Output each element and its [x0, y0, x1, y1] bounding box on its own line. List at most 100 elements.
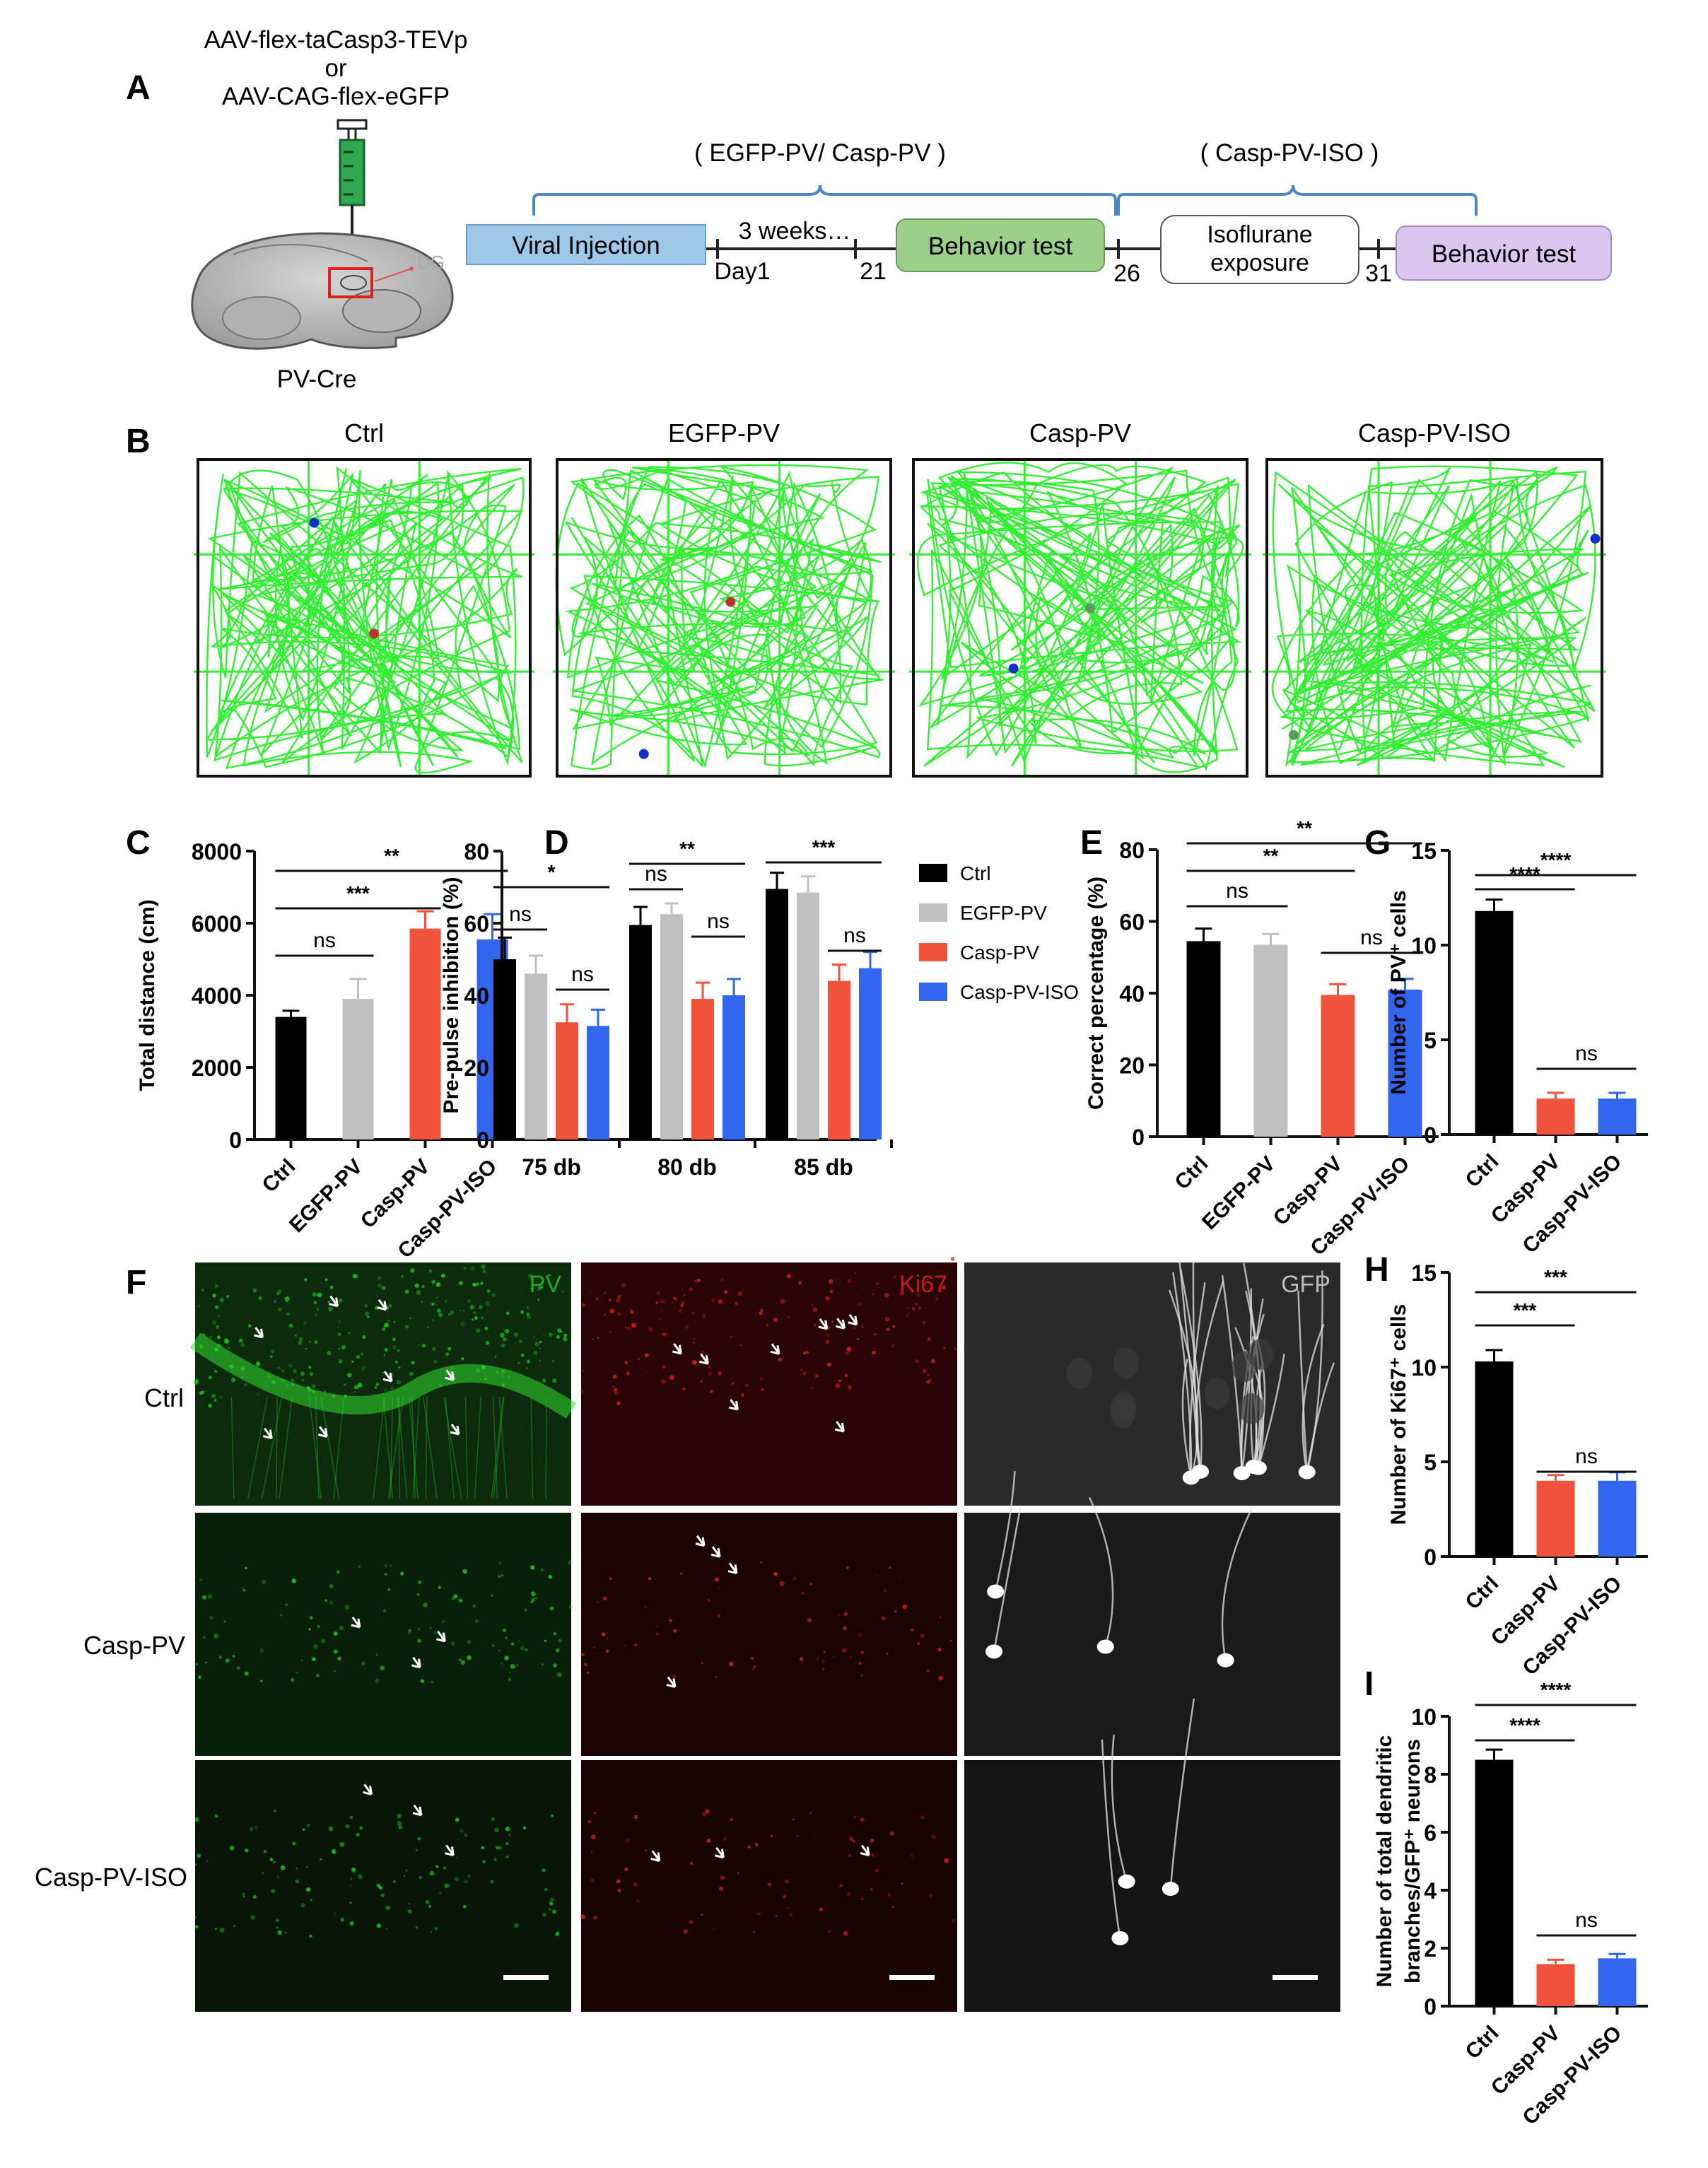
significance-label: ** — [1297, 817, 1312, 839]
arrow-icon — [450, 1424, 460, 1436]
row-label-casp-pv-iso: Casp-PV-ISO — [35, 1863, 187, 1892]
bar — [1388, 989, 1422, 1137]
significance-label: ns — [1575, 1909, 1598, 1932]
significance-label: ns — [509, 903, 532, 926]
behavior-box-2 — [1396, 225, 1612, 281]
scale-bar — [1273, 1975, 1318, 1980]
y-tick-label: 80 — [464, 839, 489, 865]
bar — [342, 999, 374, 1139]
isoflurane-label-1: Isoflurane — [1207, 221, 1312, 248]
bar — [1536, 1480, 1575, 1557]
panel-f: F Ctrl Casp-PV Casp-PV-ISO PV Ki67 GFP — [35, 1257, 1340, 2012]
bar — [1536, 1098, 1575, 1135]
arrow-icon — [412, 1804, 423, 1817]
y-axis-label: Number of PV⁺ cells — [1387, 890, 1410, 1094]
y-tick-label: 0 — [476, 1127, 489, 1153]
virus-or-label: or — [324, 54, 346, 82]
chart-i: 0 2 4 6 8 10 Number of total dendritic branches… — [1373, 1679, 1648, 2130]
y-tick-label: 8000 — [192, 839, 242, 865]
arrow-icon — [818, 1318, 829, 1330]
arrow-icon — [317, 1426, 328, 1438]
legend-swatch — [919, 943, 947, 961]
micrograph-pv-3 — [194, 1760, 571, 2012]
arrow-icon — [254, 1327, 264, 1339]
significance-label: **** — [1540, 1679, 1572, 1701]
arrow-icon — [698, 1353, 709, 1365]
panel-a: A AAV-flex-taCasp3-TEVp or AAV-CAG-flex-… — [126, 26, 1612, 393]
arrow-icon — [727, 1562, 738, 1575]
scale-bar — [889, 1975, 935, 1980]
y-axis-label: Number of Ki67⁺ cells — [1387, 1304, 1410, 1525]
bracket-left — [532, 184, 1117, 216]
behavior-box-1-label: Behavior test — [928, 233, 1073, 260]
legend-label: Ctrl — [960, 862, 991, 884]
scale-bar — [503, 1975, 549, 1980]
legend-label: Casp-PV-ISO — [960, 981, 1079, 1003]
significance-label: ns — [1575, 1042, 1598, 1065]
y-tick-label: 10 — [1411, 1355, 1437, 1381]
day31-label: 31 — [1365, 260, 1392, 287]
y-tick-label: 0 — [229, 1127, 242, 1153]
day1-label: Day1 — [714, 258, 770, 285]
y-tick-label: 10 — [1411, 1704, 1437, 1730]
micrograph-ki67-1: Ki67 — [580, 1257, 957, 1506]
x-tick-label: Ctrl — [1171, 1152, 1213, 1195]
open-field-2: EGFP-PV — [553, 418, 895, 778]
arrow-icon — [834, 1421, 845, 1433]
arrow-icon — [411, 1656, 421, 1669]
open-field-frame — [556, 458, 892, 778]
injection-box-label: Viral Injection — [512, 232, 660, 259]
micrograph-gfp-2 — [964, 1470, 1340, 1756]
x-tick-label: EGFP-PV — [285, 1155, 367, 1237]
bar — [1598, 1958, 1637, 2006]
arrow-icon — [729, 1399, 739, 1411]
significance-label: ns — [707, 910, 730, 933]
arrow-icon — [666, 1676, 677, 1688]
mouse-line-label: PV-Cre — [277, 365, 357, 393]
y-tick-label: 0 — [1424, 1123, 1437, 1148]
y-tick-label: 15 — [1411, 1260, 1437, 1286]
panel-letter-d: D — [544, 824, 569, 862]
day21-label: 21 — [860, 258, 887, 285]
bar — [556, 1022, 578, 1139]
arrow-icon — [710, 1546, 721, 1558]
micrograph-pv-2 — [195, 1513, 573, 1756]
arrow-icon — [436, 1630, 446, 1643]
channel-label: Ki67 — [899, 1271, 947, 1298]
arrow-icon — [382, 1371, 393, 1383]
bar — [797, 892, 819, 1139]
x-tick-label: Ctrl — [258, 1155, 300, 1197]
bar — [1321, 995, 1355, 1137]
panel-letter-h: H — [1364, 1251, 1389, 1289]
legend-label: EGFP-PV — [960, 902, 1047, 924]
significance-label: *** — [812, 836, 836, 858]
arrow-icon — [262, 1427, 273, 1440]
significance-label: *** — [1544, 1266, 1567, 1288]
injection-box — [466, 224, 706, 265]
panel-letter-i: I — [1364, 1665, 1374, 1703]
bar — [587, 1026, 609, 1139]
significance-label: **** — [1540, 849, 1572, 871]
arrow-icon — [445, 1844, 455, 1856]
bar — [629, 925, 652, 1139]
arrow-icon — [672, 1343, 682, 1355]
significance-label: *** — [346, 882, 370, 904]
y-tick-label: 60 — [1119, 910, 1145, 935]
y-tick-label: 8 — [1424, 1762, 1437, 1788]
behavior-box-2-label: Behavior test — [1432, 240, 1577, 268]
group-label-casp-iso: ( Casp-PV-ISO ) — [1200, 139, 1379, 167]
y-tick-label: 0 — [1424, 1545, 1437, 1570]
movement-track — [916, 462, 1244, 773]
significance-label: ns — [1226, 879, 1248, 903]
micrograph-gfp-3 — [964, 1698, 1340, 2012]
bar — [275, 1016, 307, 1139]
x-tick-label: Ctrl — [1461, 2022, 1504, 2064]
panel-letter-e: E — [1080, 824, 1103, 862]
legend-swatch — [919, 903, 947, 922]
significance-label: ** — [384, 845, 399, 867]
significance-label: ** — [679, 838, 695, 860]
panel-b: B Ctrl EGFP-PV Casp-PV Casp-PV-ISO — [126, 418, 1606, 778]
significance-label: ns — [1360, 926, 1383, 949]
open-field-title: Ctrl — [344, 418, 384, 447]
